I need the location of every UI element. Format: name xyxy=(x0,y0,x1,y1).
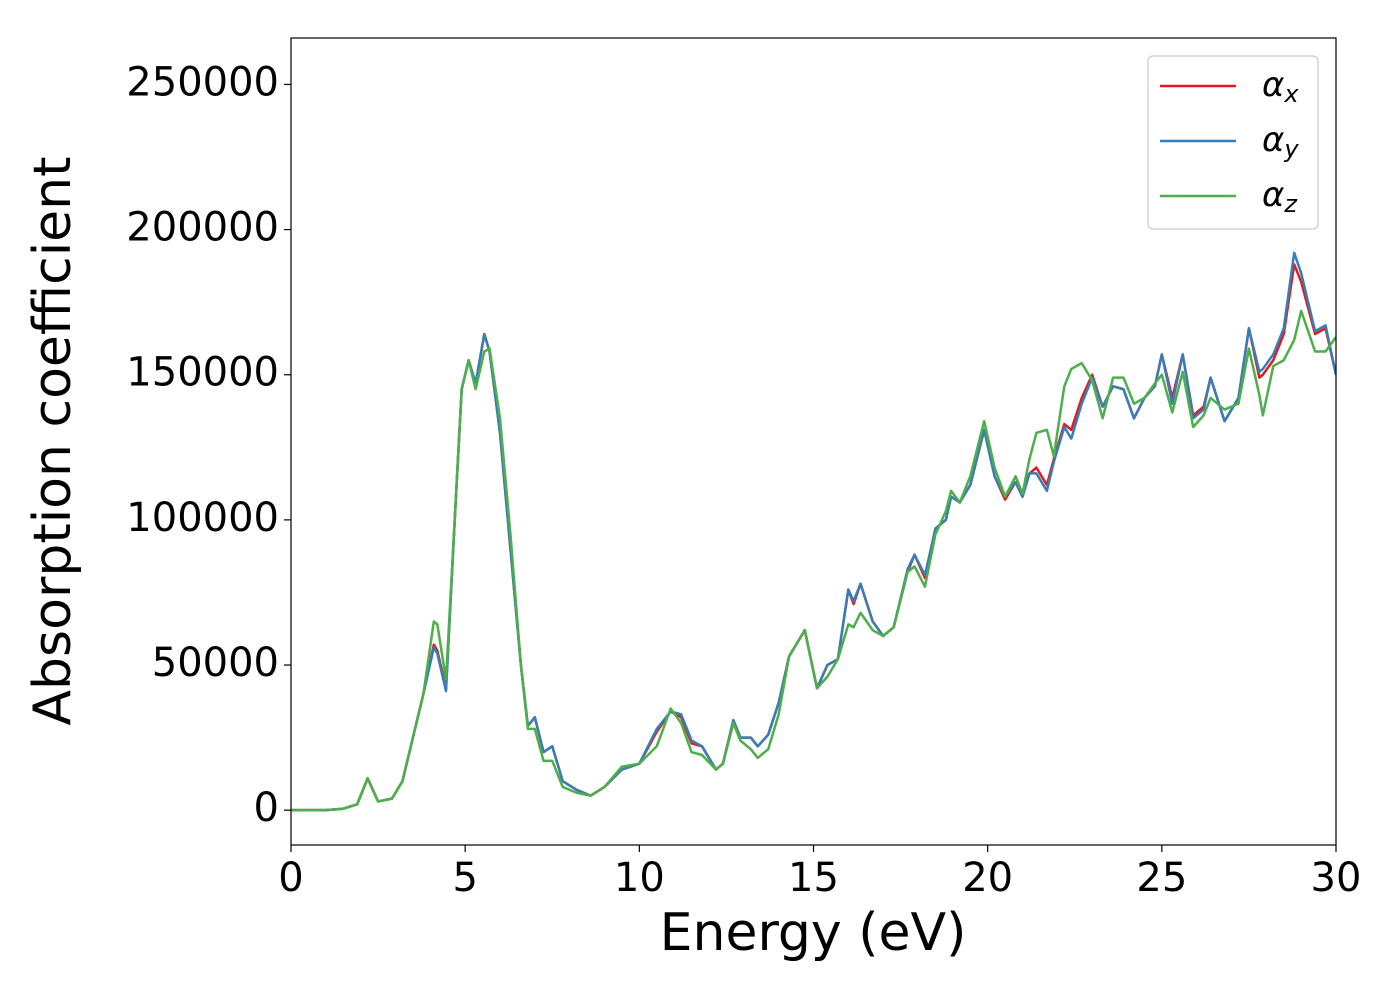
x-tick-label: 15 xyxy=(788,855,839,901)
y-tick-label: 0 xyxy=(254,785,279,831)
x-axis-label: Energy (eV) xyxy=(660,903,967,963)
series-line xyxy=(291,309,1336,812)
y-tick-label: 200000 xyxy=(126,205,279,251)
legend-label: αx xyxy=(1262,65,1299,109)
series-line xyxy=(291,263,1336,812)
x-tick-label: 10 xyxy=(614,855,665,901)
x-tick-label: 20 xyxy=(962,855,1013,901)
y-tick-label: 250000 xyxy=(126,59,279,105)
y-tick-label: 100000 xyxy=(126,495,279,541)
y-tick-label: 50000 xyxy=(152,640,279,686)
legend-label: αz xyxy=(1262,175,1298,219)
series-line xyxy=(291,251,1336,812)
x-tick-label: 30 xyxy=(1311,855,1362,901)
legend-box xyxy=(1147,55,1319,230)
y-tick-label: 150000 xyxy=(126,350,279,396)
y-axis-label: Absorption coefficient xyxy=(23,156,83,725)
x-tick-label: 0 xyxy=(278,855,303,901)
x-tick-label: 25 xyxy=(1136,855,1187,901)
x-tick-label: 5 xyxy=(452,855,477,901)
legend-label: αy xyxy=(1262,120,1299,164)
